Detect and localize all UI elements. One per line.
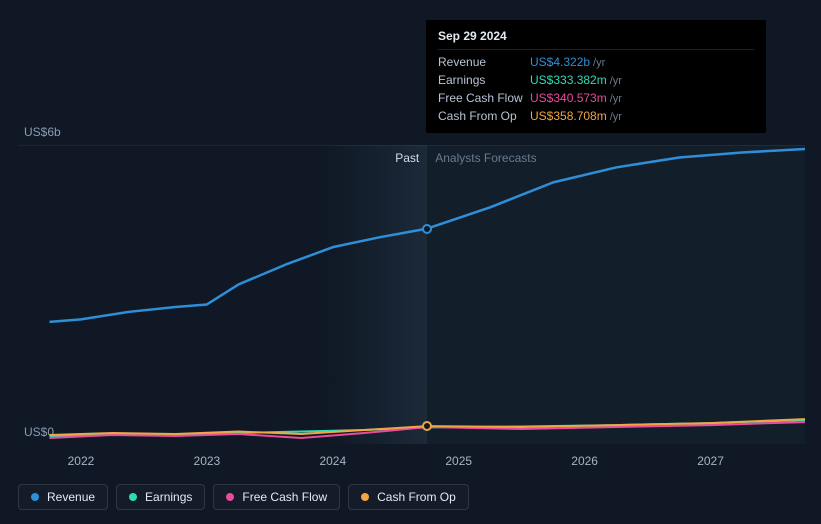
legend-item[interactable]: Cash From Op xyxy=(348,484,469,510)
x-axis-tick: 2023 xyxy=(194,454,221,468)
legend-swatch xyxy=(226,493,234,501)
legend-item[interactable]: Revenue xyxy=(18,484,108,510)
tooltip-row-label: Earnings xyxy=(438,73,530,87)
series-line xyxy=(49,149,805,322)
data-tooltip: Sep 29 2024 RevenueUS$4.322b/yrEarningsU… xyxy=(426,20,766,133)
tooltip-row-suffix: /yr xyxy=(610,93,622,105)
tooltip-date: Sep 29 2024 xyxy=(438,26,754,50)
tooltip-row-value: US$4.322b xyxy=(530,55,590,69)
tooltip-row: RevenueUS$4.322b/yr xyxy=(438,53,754,71)
tooltip-row-value: US$333.382m xyxy=(530,73,607,87)
tooltip-row-label: Cash From Op xyxy=(438,109,530,123)
tooltip-row-value: US$358.708m xyxy=(530,109,607,123)
tooltip-row: EarningsUS$333.382m/yr xyxy=(438,71,754,89)
legend-swatch xyxy=(361,493,369,501)
legend-item-label: Free Cash Flow xyxy=(242,490,327,504)
tooltip-row-label: Revenue xyxy=(438,55,530,69)
tooltip-row: Cash From OpUS$358.708m/yr xyxy=(438,107,754,125)
legend-item-label: Revenue xyxy=(47,490,95,504)
x-axis-tick: 2027 xyxy=(697,454,724,468)
series-marker xyxy=(422,421,432,431)
tooltip-row-suffix: /yr xyxy=(610,75,622,87)
x-axis-tick: 2026 xyxy=(571,454,598,468)
x-axis-tick: 2025 xyxy=(445,454,472,468)
legend-item-label: Cash From Op xyxy=(377,490,456,504)
financial-forecast-chart: US$6b US$0 Past Analysts Forecasts 20222… xyxy=(0,0,821,524)
chart-plot-area[interactable]: Past Analysts Forecasts 2022202320242025… xyxy=(18,145,805,444)
tooltip-row-value: US$340.573m xyxy=(530,91,607,105)
legend-item[interactable]: Free Cash Flow xyxy=(213,484,340,510)
x-axis-tick: 2024 xyxy=(319,454,346,468)
tooltip-row-suffix: /yr xyxy=(610,111,622,123)
legend: Revenue Earnings Free Cash Flow Cash From O… xyxy=(18,484,469,510)
y-axis-top-label: US$6b xyxy=(24,125,61,139)
chart-lines-svg xyxy=(18,145,805,444)
legend-item[interactable]: Earnings xyxy=(116,484,205,510)
tooltip-row-suffix: /yr xyxy=(593,57,605,69)
x-axis-tick: 2022 xyxy=(68,454,95,468)
legend-item-label: Earnings xyxy=(145,490,192,504)
legend-swatch xyxy=(31,493,39,501)
tooltip-row-label: Free Cash Flow xyxy=(438,91,530,105)
tooltip-row: Free Cash FlowUS$340.573m/yr xyxy=(438,89,754,107)
legend-swatch xyxy=(129,493,137,501)
series-marker xyxy=(422,224,432,234)
